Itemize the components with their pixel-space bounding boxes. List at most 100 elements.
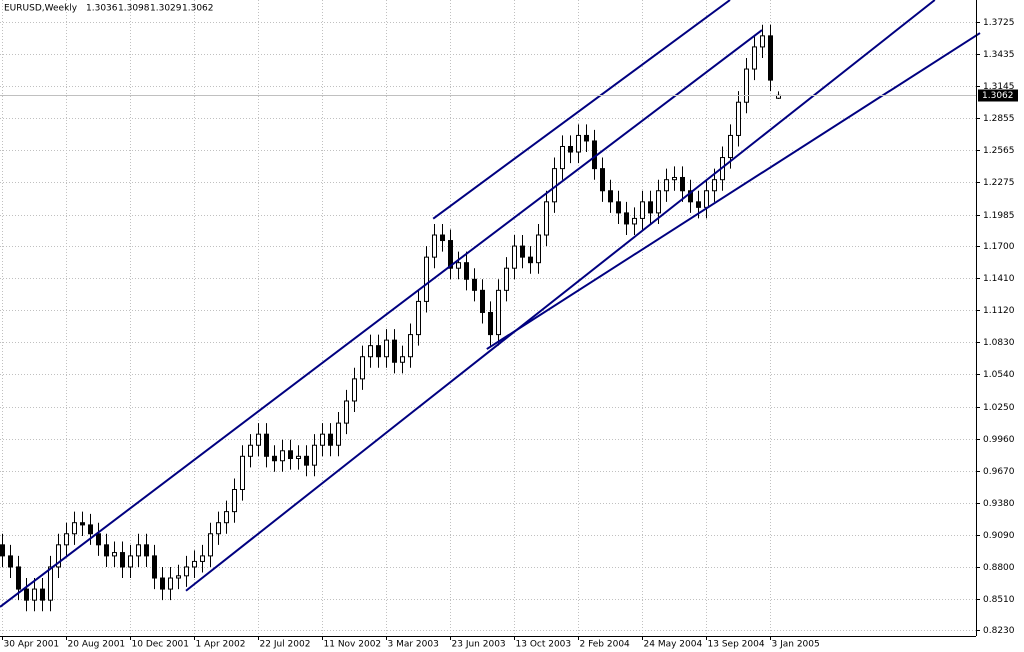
candle-body xyxy=(88,524,93,535)
candle-body xyxy=(472,278,477,291)
y-tick-label: 1.1985 xyxy=(983,211,1015,221)
x-tick-label: 30 Apr 2001 xyxy=(4,640,60,650)
candle-body xyxy=(184,566,189,577)
candle-body xyxy=(432,234,437,258)
y-tick-label: 1.3435 xyxy=(983,50,1015,60)
candle-body xyxy=(632,217,637,225)
candle-body xyxy=(384,339,389,358)
candle-body xyxy=(192,560,197,568)
candle-body xyxy=(688,190,693,203)
x-tick-label: 3 Jan 2005 xyxy=(772,640,820,650)
x-tick-label: 3 Mar 2003 xyxy=(388,640,439,650)
trendline xyxy=(432,0,731,220)
candle-body xyxy=(240,455,245,491)
candle-body xyxy=(208,533,213,557)
last-close: 1.3062 xyxy=(182,4,214,14)
candle-body xyxy=(360,356,365,380)
candle-body xyxy=(352,378,357,402)
candle-body xyxy=(200,555,205,562)
candle-body xyxy=(504,267,509,291)
candle-body xyxy=(608,190,613,203)
y-tick-label: 0.8800 xyxy=(983,563,1015,573)
candle-body xyxy=(624,212,629,225)
last-open: 1.3036 xyxy=(86,4,118,14)
candle-body xyxy=(368,345,373,358)
candle-body xyxy=(72,522,77,535)
x-tick-label: 24 May 2004 xyxy=(644,640,703,650)
candle-body xyxy=(664,179,669,192)
candle-body xyxy=(752,46,757,70)
candle-body xyxy=(216,522,221,535)
candle-body xyxy=(600,168,605,192)
candle-body xyxy=(8,555,13,568)
y-tick-label: 0.8510 xyxy=(983,595,1015,605)
candle-body xyxy=(576,134,581,153)
candle-body xyxy=(336,422,341,446)
candle-body xyxy=(768,35,773,81)
y-tick-label: 1.2855 xyxy=(983,114,1015,124)
candle-body xyxy=(344,400,349,424)
candle-body xyxy=(544,201,549,236)
y-tick-label: 1.3725 xyxy=(983,18,1015,28)
candle-body xyxy=(736,101,741,136)
y-tick-label: 1.3145 xyxy=(983,82,1015,92)
y-tick-label: 1.2275 xyxy=(983,178,1015,188)
candle-body xyxy=(512,245,517,269)
trendline xyxy=(486,32,981,350)
candle-body xyxy=(80,522,85,526)
x-tick-label: 20 Aug 2001 xyxy=(68,640,126,650)
x-tick-label: 10 Dec 2001 xyxy=(132,640,190,650)
trendline xyxy=(185,0,936,592)
header: EURUSD,Weekly 1.3036 1.3098 1.3029 1.306… xyxy=(4,4,214,14)
candle-body xyxy=(296,455,301,460)
candle-body xyxy=(224,511,229,524)
candle-body xyxy=(160,577,165,590)
candle-body xyxy=(144,544,149,557)
candle-body xyxy=(24,588,29,601)
candle-body xyxy=(232,489,237,513)
last-low: 1.3029 xyxy=(150,4,182,14)
candle-body xyxy=(328,433,333,446)
y-tick-label: 1.2565 xyxy=(983,146,1015,156)
y-tick-label: 1.1410 xyxy=(983,274,1015,284)
candle-body xyxy=(728,134,733,159)
candle-body xyxy=(568,145,573,153)
candle-body xyxy=(464,262,469,280)
candle-body xyxy=(272,455,277,462)
y-tick-label: 0.9960 xyxy=(983,435,1015,445)
x-tick-label: 22 Jul 2002 xyxy=(260,640,311,650)
candle-body xyxy=(312,444,317,466)
candle-body xyxy=(712,179,717,192)
candle-body xyxy=(408,334,413,358)
candle-body xyxy=(704,190,709,208)
candle-body xyxy=(168,577,173,590)
candle-body xyxy=(320,433,325,446)
last-high: 1.3098 xyxy=(118,4,150,14)
candle-body xyxy=(136,544,141,557)
y-tick-label: 1.0250 xyxy=(983,403,1015,413)
candle-body xyxy=(656,190,661,214)
candle-body xyxy=(696,201,701,208)
candle-body xyxy=(448,240,453,269)
candle-body xyxy=(528,256,533,264)
candle-body xyxy=(176,575,181,579)
candle-body xyxy=(536,234,541,264)
candle-body xyxy=(304,455,309,466)
y-tick-label: 1.1700 xyxy=(983,242,1015,252)
candle-body xyxy=(520,245,525,258)
candle-body xyxy=(672,176,677,181)
candle-body xyxy=(400,356,405,363)
x-tick-label: 13 Sep 2004 xyxy=(708,640,765,650)
grid xyxy=(0,0,976,636)
candle-body xyxy=(744,68,749,103)
x-tick-label: 23 Jun 2003 xyxy=(452,640,506,650)
y-tick-label: 0.9670 xyxy=(983,467,1015,477)
candle-body xyxy=(424,256,429,302)
candle-body xyxy=(640,201,645,219)
y-tick-label: 1.0830 xyxy=(983,338,1015,348)
plot xyxy=(0,0,981,612)
candle-body xyxy=(616,201,621,214)
y-tick-label: 0.8230 xyxy=(983,626,1015,636)
candle-body xyxy=(96,533,101,546)
candle-body xyxy=(680,176,685,192)
